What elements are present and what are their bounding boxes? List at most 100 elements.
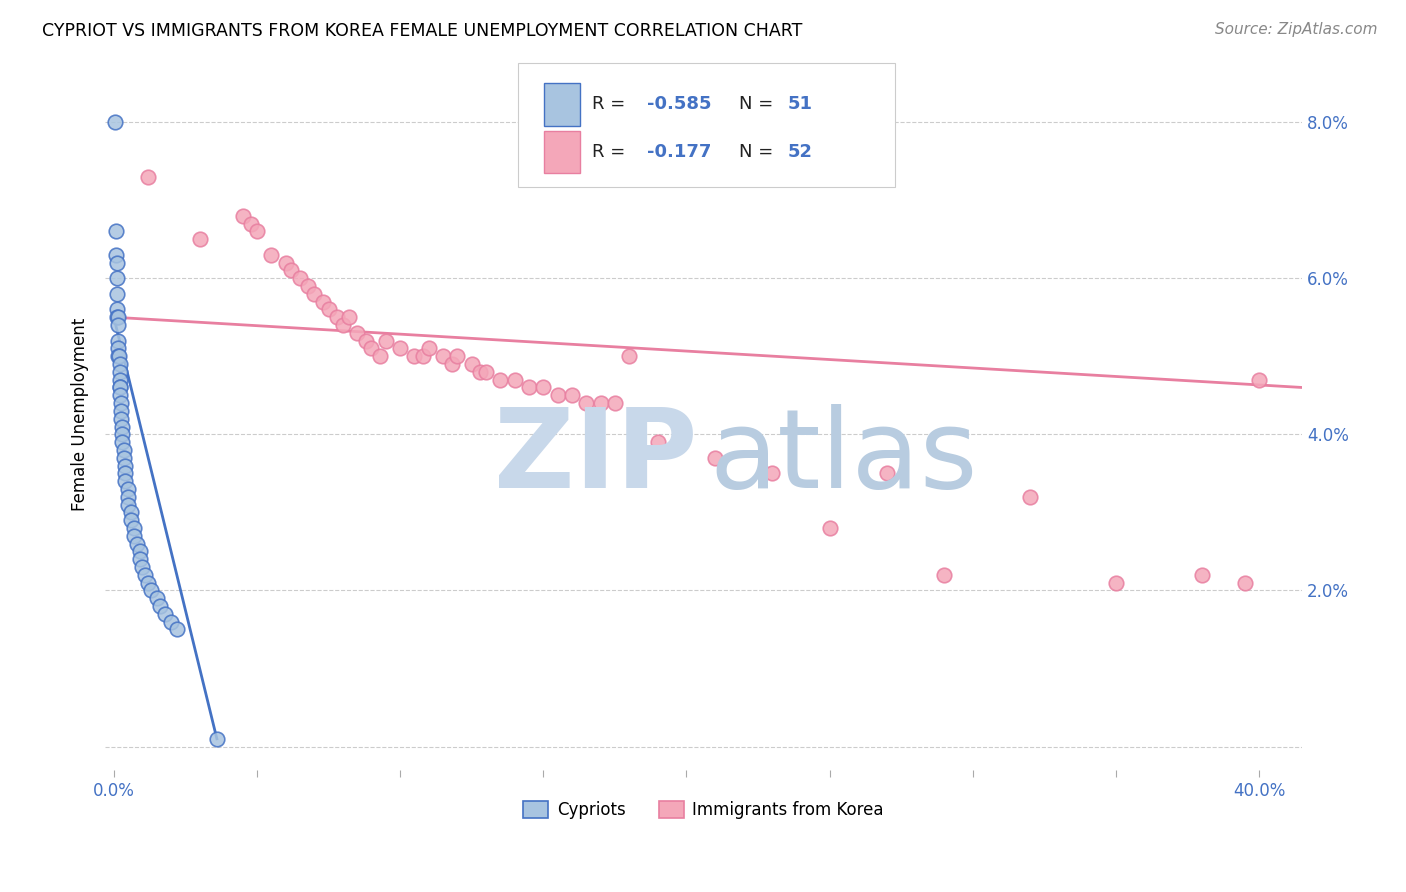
- Point: [274, 255, 297, 269]
- Point: [149, 599, 172, 613]
- FancyBboxPatch shape: [544, 130, 581, 173]
- Text: R =: R =: [592, 95, 631, 113]
- Point: [374, 334, 396, 348]
- Point: [107, 318, 129, 332]
- Point: [332, 318, 354, 332]
- Point: [160, 615, 183, 629]
- Point: [108, 373, 131, 387]
- Point: [617, 349, 640, 363]
- Point: [107, 342, 129, 356]
- Text: Source: ZipAtlas.com: Source: ZipAtlas.com: [1215, 22, 1378, 37]
- Point: [107, 310, 129, 325]
- Point: [139, 583, 162, 598]
- Point: [326, 310, 349, 325]
- Point: [288, 271, 311, 285]
- Point: [105, 224, 128, 238]
- Point: [704, 450, 727, 465]
- Point: [337, 310, 360, 325]
- Point: [404, 349, 426, 363]
- Point: [318, 302, 340, 317]
- Text: atlas: atlas: [710, 404, 979, 511]
- Text: R =: R =: [592, 143, 631, 161]
- Point: [547, 388, 569, 402]
- Point: [131, 560, 153, 574]
- Point: [120, 513, 142, 527]
- Point: [475, 365, 498, 379]
- Point: [647, 435, 669, 450]
- Point: [122, 529, 145, 543]
- Point: [117, 490, 139, 504]
- Point: [432, 349, 454, 363]
- Text: -0.585: -0.585: [647, 95, 711, 113]
- Point: [108, 380, 131, 394]
- Point: [470, 365, 492, 379]
- Point: [136, 575, 159, 590]
- Point: [418, 342, 440, 356]
- Point: [104, 115, 127, 129]
- Point: [112, 442, 135, 457]
- Point: [312, 294, 335, 309]
- Point: [205, 731, 228, 746]
- Point: [260, 248, 283, 262]
- Text: N =: N =: [740, 95, 779, 113]
- Y-axis label: Female Unemployment: Female Unemployment: [72, 318, 89, 511]
- Point: [188, 232, 211, 246]
- Point: [112, 450, 135, 465]
- Point: [440, 357, 463, 371]
- Point: [145, 591, 167, 606]
- Point: [412, 349, 434, 363]
- Point: [166, 623, 188, 637]
- Point: [111, 435, 134, 450]
- Point: [1105, 575, 1128, 590]
- Point: [876, 467, 898, 481]
- Point: [105, 310, 128, 325]
- Point: [575, 396, 598, 410]
- Point: [134, 567, 156, 582]
- Text: 51: 51: [787, 95, 813, 113]
- Point: [1233, 575, 1256, 590]
- Point: [589, 396, 612, 410]
- Point: [107, 349, 129, 363]
- Point: [114, 474, 136, 488]
- Point: [302, 286, 325, 301]
- Text: -0.177: -0.177: [647, 143, 711, 161]
- Point: [1191, 567, 1213, 582]
- Point: [818, 521, 841, 535]
- Point: [108, 380, 131, 394]
- Point: [346, 326, 368, 340]
- Point: [517, 380, 540, 394]
- Point: [108, 388, 131, 402]
- Point: [108, 357, 131, 371]
- Point: [280, 263, 302, 277]
- FancyBboxPatch shape: [544, 83, 581, 126]
- Point: [232, 209, 254, 223]
- Point: [107, 334, 129, 348]
- Point: [297, 279, 319, 293]
- Point: [117, 498, 139, 512]
- Point: [120, 505, 142, 519]
- Point: [360, 342, 382, 356]
- Point: [389, 342, 412, 356]
- Point: [761, 467, 783, 481]
- Point: [603, 396, 626, 410]
- Point: [136, 169, 159, 184]
- Point: [128, 544, 150, 558]
- Point: [114, 458, 136, 473]
- Point: [368, 349, 391, 363]
- Point: [117, 482, 139, 496]
- Text: N =: N =: [740, 143, 779, 161]
- Point: [1019, 490, 1042, 504]
- Point: [105, 271, 128, 285]
- Point: [240, 217, 263, 231]
- Text: CYPRIOT VS IMMIGRANTS FROM KOREA FEMALE UNEMPLOYMENT CORRELATION CHART: CYPRIOT VS IMMIGRANTS FROM KOREA FEMALE …: [42, 22, 803, 40]
- Point: [489, 373, 512, 387]
- Point: [354, 334, 377, 348]
- Point: [1247, 373, 1270, 387]
- Point: [110, 396, 132, 410]
- Point: [105, 286, 128, 301]
- Point: [246, 224, 269, 238]
- Point: [110, 411, 132, 425]
- Point: [108, 349, 131, 363]
- Point: [125, 536, 148, 550]
- Point: [531, 380, 554, 394]
